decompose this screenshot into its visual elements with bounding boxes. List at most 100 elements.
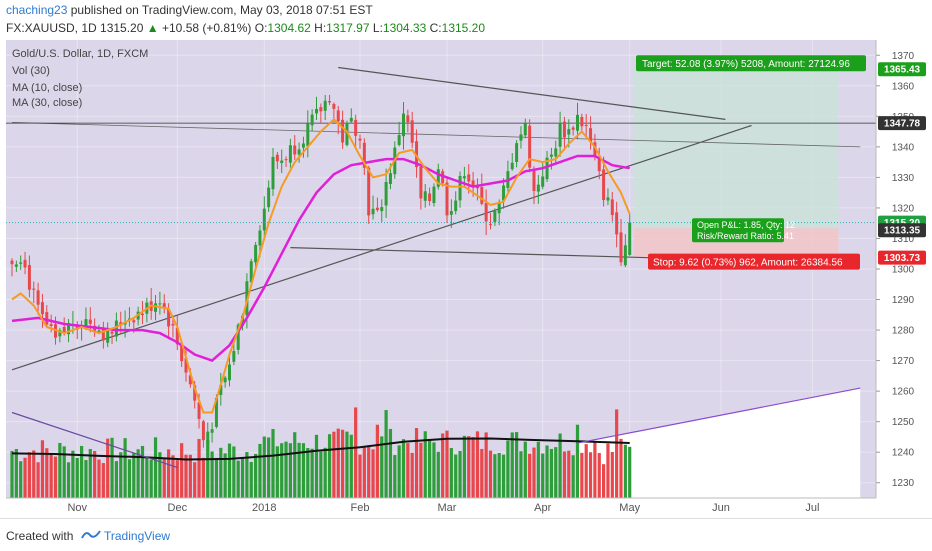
volume-bar xyxy=(58,442,62,498)
candle-body xyxy=(536,184,540,192)
candle-body xyxy=(345,123,349,145)
volume-bar xyxy=(27,452,31,498)
volume-bar xyxy=(106,438,110,498)
tradingview-logo-icon xyxy=(81,530,101,539)
volume-bar xyxy=(75,457,79,498)
volume-bars xyxy=(10,407,632,498)
volume-bar xyxy=(510,432,514,498)
price-tag-stop xyxy=(878,250,926,265)
candle-body xyxy=(380,207,384,212)
price-tick-label: 1310 xyxy=(892,234,915,245)
volume-bar xyxy=(297,442,301,498)
candle-body xyxy=(354,119,358,136)
candle-body xyxy=(201,421,205,441)
legend-ma10: MA (10, close) xyxy=(12,82,82,94)
price-chart[interactable]: Gold/U.S. Dollar, 1D, FXCM Vol (30) MA (… xyxy=(0,40,932,518)
candle-body xyxy=(554,148,558,157)
time-tick-label: Jun xyxy=(712,502,730,514)
target-annotation[interactable]: Target: 52.08 (3.97%) 5208, Amount: 2712… xyxy=(636,55,866,72)
candle-body xyxy=(271,156,275,190)
time-axis[interactable]: Nov Dec 2018 Feb Mar Apr May Jun Jul xyxy=(67,502,819,514)
volume-bar xyxy=(127,459,132,498)
volume-bar xyxy=(275,446,279,498)
volume-bar xyxy=(401,439,406,498)
candle-body xyxy=(480,187,484,204)
candle-body xyxy=(162,303,166,308)
volume-bar xyxy=(462,435,466,498)
volume-bar xyxy=(158,452,162,498)
volume-bar xyxy=(571,455,575,498)
author-link[interactable]: chaching23 xyxy=(6,3,68,17)
tradingview-link[interactable]: TradingView xyxy=(104,529,171,543)
volume-bar xyxy=(258,443,262,498)
volume-bar xyxy=(32,450,36,498)
volume-bar xyxy=(562,451,567,498)
candle-body xyxy=(375,207,379,211)
volume-bar xyxy=(171,455,175,498)
candle-body xyxy=(158,303,162,305)
pnl-annotation[interactable]: Open P&L: 1.85, Qty: 12 Risk/Reward Rati… xyxy=(692,218,795,243)
chart-white-area xyxy=(577,388,861,498)
volume-bar xyxy=(449,447,453,498)
high-label: H: xyxy=(314,21,327,35)
candle-body xyxy=(293,145,297,155)
candle-body xyxy=(549,154,553,157)
volume-bar xyxy=(262,436,266,498)
legend-vol: Vol (30) xyxy=(12,65,50,77)
volume-bar xyxy=(597,453,601,498)
candle-body xyxy=(97,330,101,333)
trendline-long-falling[interactable] xyxy=(11,122,861,148)
volume-bar xyxy=(327,434,332,498)
candle-body xyxy=(106,328,110,343)
volume-bar xyxy=(410,452,414,498)
volume-bar xyxy=(432,442,436,498)
time-tick-label: Feb xyxy=(351,502,370,514)
trendline-vol-rising-purple[interactable] xyxy=(577,387,861,444)
time-axis-bg xyxy=(0,498,876,518)
candle-body xyxy=(275,154,279,162)
candle-body xyxy=(84,319,88,327)
volume-bar xyxy=(362,446,366,498)
candle-body xyxy=(419,166,423,199)
volume-bar xyxy=(114,461,118,498)
published-text: published on TradingView.com, May 03, 20… xyxy=(70,3,373,17)
grid-lines xyxy=(6,40,876,498)
price-tag-text-stop: 1303.73 xyxy=(884,253,921,264)
candle-body xyxy=(75,324,79,330)
volume-bar xyxy=(414,428,419,498)
trendline-vol-falling-left[interactable] xyxy=(11,411,178,469)
volume-bar xyxy=(288,443,292,498)
volume-bar xyxy=(454,454,458,498)
candle-body xyxy=(19,262,23,264)
chart-header: chaching23 published on TradingView.com,… xyxy=(0,0,932,40)
candle-body xyxy=(519,134,523,141)
volume-bar xyxy=(249,461,253,498)
volume-bar xyxy=(23,457,27,498)
close-value: 1315.20 xyxy=(441,21,486,35)
candle-body xyxy=(558,123,562,147)
candle-body xyxy=(32,288,36,290)
price-tag-text-target: 1365.43 xyxy=(884,65,921,76)
stop-annotation[interactable]: Stop: 9.62 (0.73%) 962, Amount: 26384.56 xyxy=(648,253,860,270)
price-tag-text-entry: 1313.35 xyxy=(884,226,921,237)
trendline-upper-falling[interactable] xyxy=(338,66,726,120)
candle-body xyxy=(23,259,27,268)
candle-body xyxy=(597,157,601,172)
volume-bar xyxy=(436,451,440,498)
candle-body xyxy=(562,121,566,138)
price-tag-text-hline: 1347.78 xyxy=(884,119,921,130)
time-tick-label: Dec xyxy=(168,502,188,514)
candle-body xyxy=(493,211,497,222)
candle-body xyxy=(602,169,606,201)
volume-bar xyxy=(475,431,480,498)
volume-bar xyxy=(193,462,197,498)
candle-body xyxy=(214,397,218,427)
volume-bar xyxy=(349,434,353,498)
legend-title: Gold/U.S. Dollar, 1D, FXCM xyxy=(12,48,148,60)
pnl-line1: Open P&L: 1.85, Qty: 12 xyxy=(697,220,795,230)
target-text: Target: 52.08 (3.97%) 5208, Amount: 2712… xyxy=(642,59,850,70)
volume-bar xyxy=(523,441,527,498)
volume-bar xyxy=(10,450,14,498)
volume-bar xyxy=(480,448,484,498)
candle-body xyxy=(197,402,201,419)
